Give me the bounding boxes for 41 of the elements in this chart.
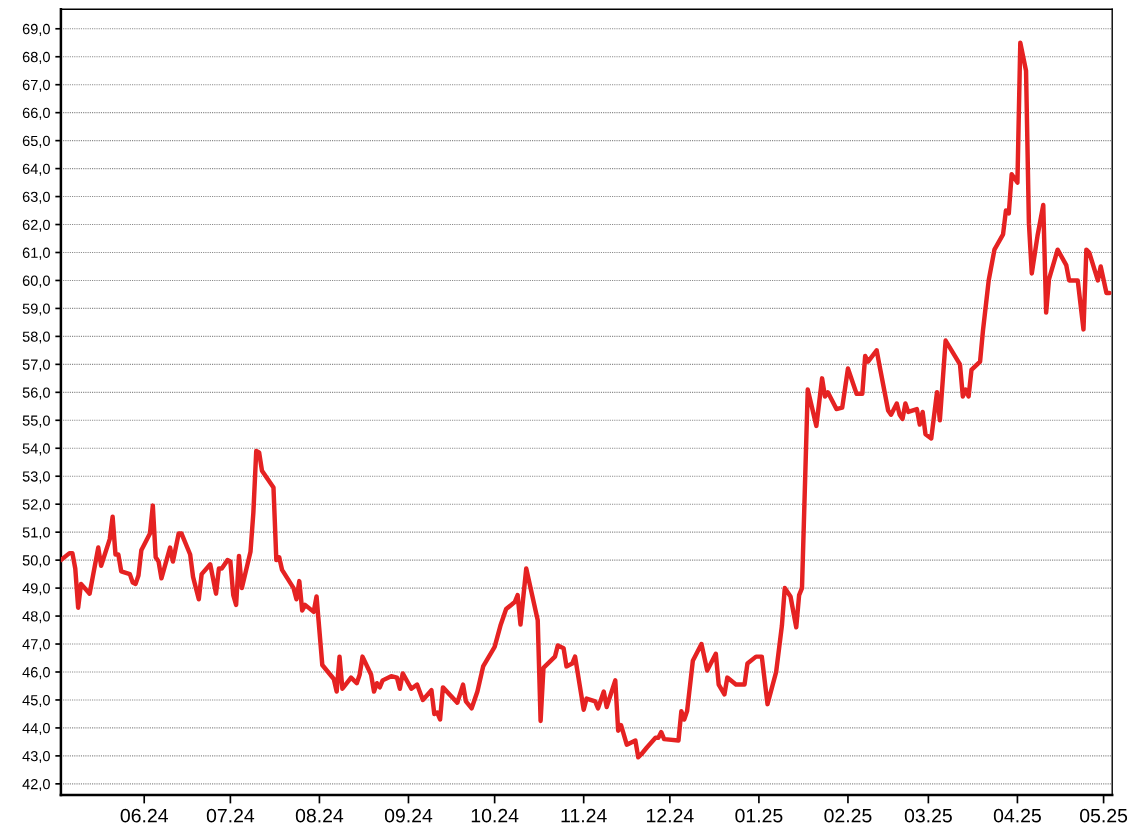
x-tick-label: 04.25 — [993, 808, 1041, 823]
y-tick-label: 62,0 — [22, 219, 50, 232]
y-tick-label: 48,0 — [22, 611, 50, 624]
y-tick-label: 56,0 — [22, 387, 50, 400]
y-tick-label: 58,0 — [22, 331, 50, 344]
x-tick-label: 11.24 — [561, 808, 607, 823]
x-tick-label: 08.24 — [295, 808, 344, 823]
y-tick-label: 55,0 — [22, 415, 50, 428]
y-tick-label: 64,0 — [22, 163, 50, 176]
y-tick-label: 61,0 — [22, 247, 50, 260]
y-tick-label: 51,0 — [22, 527, 50, 540]
y-tick-label: 47,0 — [22, 639, 50, 652]
y-tick-label: 54,0 — [22, 443, 50, 456]
x-tick-label: 03.25 — [904, 808, 952, 823]
x-tick-label: 05.25 — [1080, 808, 1128, 823]
y-tick-label: 44,0 — [22, 723, 50, 736]
x-tick-label: 10.24 — [471, 808, 519, 823]
y-tick-label: 69,0 — [22, 23, 50, 36]
y-tick-label: 57,0 — [22, 359, 50, 372]
y-tick-label: 63,0 — [22, 191, 50, 204]
x-tick-label: 07.24 — [206, 808, 255, 823]
y-tick-label: 67,0 — [22, 79, 50, 92]
x-tick-label: 12.24 — [647, 808, 694, 823]
x-tick-label: 01.25 — [735, 808, 783, 823]
x-tick-label: 02.25 — [824, 808, 872, 823]
y-tick-label: 50,0 — [22, 555, 50, 568]
y-tick-label: 43,0 — [22, 750, 50, 764]
y-tick-label: 52,0 — [22, 499, 50, 512]
y-tick-label: 46,0 — [22, 667, 50, 680]
x-tick-label: 06.24 — [120, 808, 168, 823]
y-tick-label: 60,0 — [22, 275, 50, 288]
line-series — [60, 40, 1112, 760]
y-tick-label: 66,0 — [22, 107, 50, 120]
y-tick-label: 45,0 — [22, 695, 50, 708]
y-tick-label: 42,0 — [22, 778, 50, 791]
y-tick-label: 68,0 — [22, 51, 50, 64]
x-tick-label: 09.24 — [384, 808, 433, 823]
y-tick-label: 53,0 — [22, 471, 50, 484]
y-tick-label: 49,0 — [22, 583, 50, 596]
y-tick-label: 65,0 — [22, 135, 50, 148]
y-tick-label: 59,0 — [22, 303, 50, 316]
